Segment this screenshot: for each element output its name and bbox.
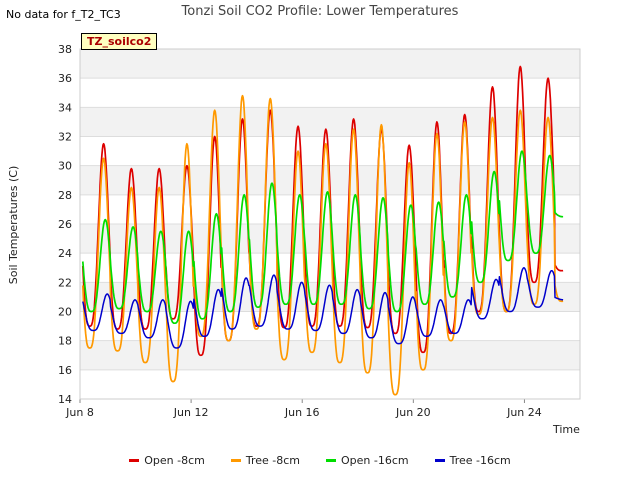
- y-tick-label: 14: [58, 393, 72, 406]
- chart-legend: Open -8cm Tree -8cm Open -16cm Tree -16c…: [0, 454, 640, 467]
- y-tick-label: 32: [58, 131, 72, 144]
- background-band: [80, 78, 580, 108]
- background-band: [80, 340, 580, 370]
- legend-swatch: [129, 459, 140, 462]
- chart-title: Tonzi Soil CO2 Profile: Lower Temperatur…: [181, 4, 459, 19]
- background-band: [80, 136, 580, 166]
- legend-item-tree-8cm: Tree -8cm: [230, 454, 300, 467]
- x-tick-label: Jun 20: [395, 406, 431, 419]
- site-badge: TZ_soilco2: [81, 33, 158, 50]
- y-tick-label: 22: [58, 276, 72, 289]
- x-axis-ticks: Jun 8 Jun 12 Jun 16 Jun 20 Jun 24: [65, 399, 542, 419]
- legend-swatch: [326, 459, 336, 462]
- legend-label: Tree -8cm: [245, 454, 300, 467]
- legend-item-tree-16cm: Tree -16cm: [434, 454, 511, 467]
- y-tick-label: 38: [58, 43, 72, 56]
- background-band: [80, 49, 580, 79]
- y-tick-label: 28: [58, 189, 72, 202]
- series-line-open-16cm: [81, 150, 564, 325]
- x-tick-label: Jun 8: [65, 406, 94, 419]
- legend-swatch: [434, 459, 445, 462]
- y-tick-label: 26: [58, 218, 72, 231]
- y-tick-label: 36: [58, 72, 72, 85]
- x-tick-label: Jun 12: [173, 406, 209, 419]
- series-line-tree-8cm: [81, 94, 564, 396]
- legend-item-open-16cm: Open -16cm: [326, 454, 409, 467]
- y-tick-label: 30: [58, 160, 72, 173]
- legend-item-open-8cm: Open -8cm: [129, 454, 205, 467]
- no-data-note: No data for f_T2_TC3: [6, 8, 121, 21]
- y-tick-label: 20: [58, 306, 72, 319]
- y-axis-ticks: 14 16 18 20 22 24 26 28 30 32 34 36 38: [58, 43, 72, 406]
- series-line-tree-16cm: [82, 267, 564, 349]
- plot-frame: [79, 48, 581, 400]
- background-band: [80, 369, 580, 399]
- x-axis-label: Time: [553, 423, 580, 436]
- y-tick-label: 24: [58, 247, 72, 260]
- y-tick-label: 16: [58, 364, 72, 377]
- background-band: [80, 107, 580, 137]
- legend-swatch: [230, 459, 241, 462]
- x-tick-label: Jun 24: [506, 406, 542, 419]
- y-tick-label: 18: [58, 335, 72, 348]
- legend-label: Tree -16cm: [449, 454, 511, 467]
- x-tick-label: Jun 16: [284, 406, 320, 419]
- series-lines: [81, 65, 564, 396]
- background-band: [80, 311, 580, 341]
- legend-label: Open -16cm: [341, 454, 409, 467]
- y-tick-label: 34: [58, 101, 72, 114]
- background-band: [80, 282, 580, 312]
- legend-label: Open -8cm: [144, 454, 205, 467]
